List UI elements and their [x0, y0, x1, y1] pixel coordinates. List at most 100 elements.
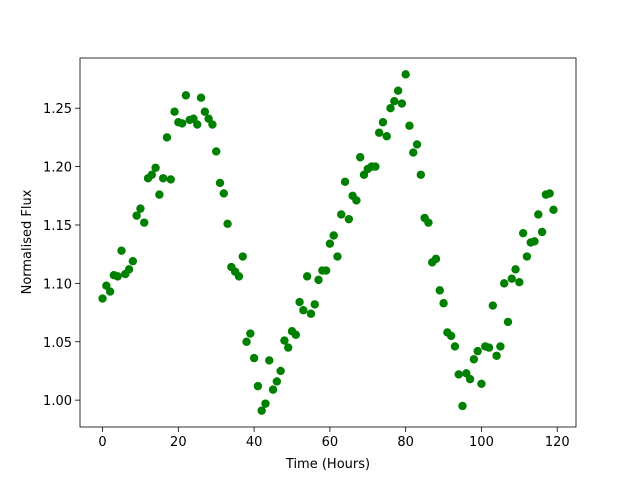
plot-frame [79, 57, 577, 428]
point [272, 377, 282, 386]
point [511, 265, 520, 274]
point [390, 97, 399, 106]
point [193, 120, 202, 129]
point [537, 227, 547, 237]
point [371, 162, 380, 171]
y-tick-label: 1.20 [43, 161, 72, 176]
point [223, 219, 232, 229]
x-axis-label: Time (Hours) [285, 457, 370, 472]
point [344, 214, 354, 224]
point [352, 196, 361, 205]
y-tick-label: 1.10 [43, 277, 72, 292]
point [117, 246, 126, 255]
y-tick-label: 1.00 [43, 394, 72, 409]
point [356, 153, 365, 162]
x-tick-label: 20 [170, 435, 187, 450]
point [306, 309, 316, 318]
point [242, 337, 251, 346]
point [446, 331, 456, 341]
point [374, 128, 384, 137]
point [549, 205, 558, 215]
point [386, 104, 395, 113]
point [545, 189, 554, 198]
point [98, 294, 107, 303]
point [530, 237, 539, 246]
point [507, 274, 516, 283]
point [499, 279, 509, 288]
point [522, 252, 532, 261]
point [246, 329, 255, 338]
point [314, 275, 323, 285]
point [291, 330, 300, 339]
point [124, 265, 134, 274]
point [397, 99, 407, 108]
point [465, 374, 475, 384]
point [454, 370, 463, 379]
point [458, 401, 467, 411]
x-tick-label: 60 [322, 435, 339, 450]
point [469, 355, 479, 364]
point [105, 287, 115, 296]
point [492, 351, 501, 360]
point [249, 353, 259, 363]
point [234, 272, 244, 281]
x-tick-label: 100 [469, 435, 494, 450]
point [166, 175, 175, 184]
point [132, 211, 141, 220]
point [238, 252, 247, 261]
x-tick-label: 40 [246, 435, 263, 450]
point [261, 399, 270, 408]
point [534, 210, 543, 219]
point [253, 381, 263, 391]
point [276, 366, 285, 376]
point [147, 170, 157, 179]
point [158, 174, 168, 183]
point [488, 301, 498, 310]
point [200, 107, 210, 116]
point [280, 336, 289, 345]
point [128, 256, 138, 266]
point [484, 343, 494, 352]
y-tick-label: 1.15 [43, 219, 72, 234]
point [170, 107, 179, 116]
point [378, 118, 388, 127]
x-tick-label: 80 [397, 435, 414, 450]
point [412, 140, 422, 149]
point [155, 190, 164, 199]
y-axis-label: Normalised Flux [20, 189, 35, 294]
point [151, 163, 160, 172]
point [329, 231, 338, 240]
point [212, 147, 221, 156]
point [477, 379, 486, 388]
point [162, 133, 172, 142]
y-tick-label: 1.05 [43, 336, 72, 351]
point [113, 272, 122, 281]
point [405, 121, 414, 130]
point [503, 317, 513, 327]
point [340, 177, 350, 186]
point [409, 148, 418, 157]
point [208, 120, 217, 129]
point [215, 178, 225, 188]
point [265, 356, 274, 365]
point [393, 86, 403, 95]
point [196, 93, 206, 102]
point [496, 342, 505, 351]
point [450, 342, 460, 351]
point [310, 300, 319, 309]
point [140, 218, 149, 227]
point [473, 346, 482, 356]
point [181, 91, 191, 100]
x-tick-label: 0 [98, 435, 106, 450]
point [515, 278, 524, 287]
point [177, 119, 187, 128]
point [219, 189, 228, 198]
point [439, 299, 448, 308]
point [416, 170, 426, 179]
point [136, 204, 145, 213]
point [401, 70, 410, 79]
point [333, 252, 342, 261]
point [424, 218, 433, 227]
